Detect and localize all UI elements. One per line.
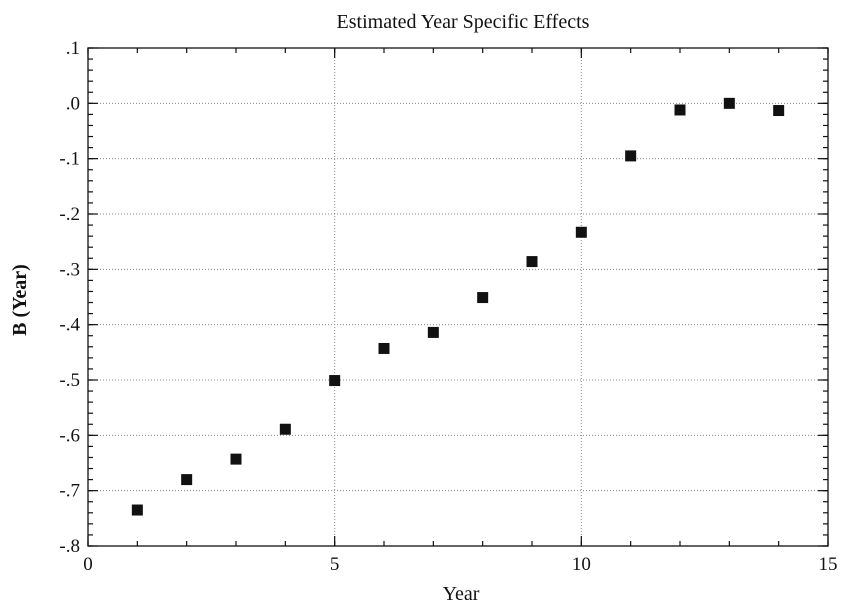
data-point (575, 226, 587, 238)
data-points (131, 97, 785, 516)
plot-frame (87, 47, 829, 547)
data-point (674, 104, 686, 116)
y-tick-label: -.4 (59, 315, 80, 336)
data-point (279, 423, 291, 435)
x-tick-label: 15 (819, 554, 838, 575)
y-tick-label: -.2 (59, 204, 80, 225)
grid-lines (88, 48, 828, 546)
y-tick-label: .0 (66, 93, 80, 114)
data-point (526, 256, 538, 268)
y-tick-label: -.1 (59, 149, 80, 170)
y-axis-label: B (Year) (9, 264, 31, 336)
y-tick-label: -.5 (59, 370, 80, 391)
data-point (477, 292, 489, 304)
axis-ticks (87, 47, 829, 547)
x-tick-label: 0 (83, 554, 93, 575)
data-point (723, 97, 735, 109)
y-tick-label: -.7 (59, 481, 80, 502)
x-tick-label: 5 (330, 554, 340, 575)
data-point (427, 326, 439, 338)
data-point (230, 453, 242, 465)
data-point (773, 105, 785, 117)
data-point (378, 342, 390, 354)
data-point (329, 375, 341, 387)
x-tick-label: 10 (572, 554, 591, 575)
x-tick-labels: 0 5 10 15 (83, 554, 837, 575)
y-tick-label: -.3 (59, 259, 80, 280)
y-tick-label: .1 (66, 38, 80, 59)
chart-title: Estimated Year Specific Effects (337, 11, 590, 33)
data-point (181, 474, 193, 486)
y-tick-label: -.6 (59, 425, 80, 446)
x-axis-label: Year (443, 583, 480, 605)
data-point (625, 150, 637, 162)
y-tick-label: -.8 (59, 536, 80, 557)
y-tick-labels: .1 .0 -.1 -.2 -.3 -.4 -.5 -.6 -.7 -.8 (59, 38, 80, 557)
data-point (131, 504, 143, 516)
